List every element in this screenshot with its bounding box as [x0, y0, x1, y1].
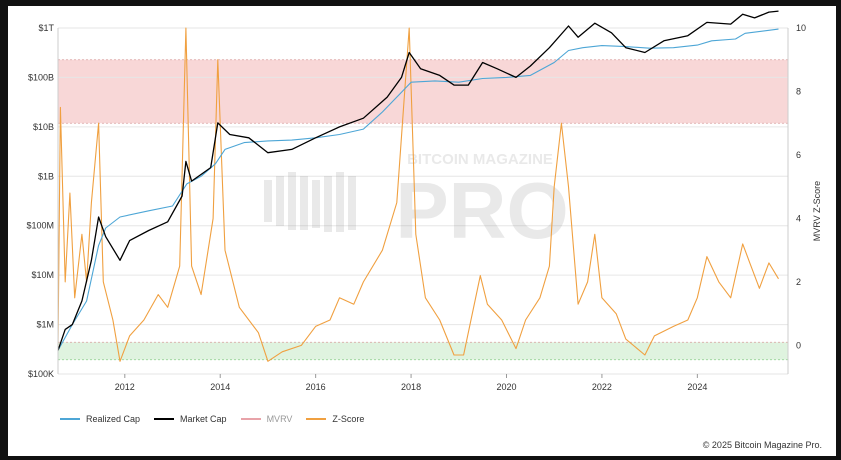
chart-legend: Realized Cap Market Cap MVRV Z-Score	[60, 414, 364, 424]
legend-swatch-market-cap	[154, 418, 175, 420]
x-axis-ticks: 2012 2014 2016 2018 2020 2022 2024	[115, 374, 707, 392]
grid-lines	[58, 27, 788, 375]
legend-item-z-score[interactable]: Z-Score	[306, 414, 364, 424]
mvrv-chart: BITCOIN MAGAZINE PRO $100K$1M$10M$100M$1…	[26, 10, 822, 392]
left-tick-label: $100B	[28, 72, 54, 82]
legend-item-realized-cap[interactable]: Realized Cap	[60, 414, 140, 424]
legend-label-realized-cap: Realized Cap	[86, 414, 141, 424]
left-tick-label: $1B	[38, 171, 54, 181]
legend-label-z-score: Z-Score	[332, 414, 365, 424]
series-lines	[57, 10, 779, 362]
x-tick-label: 2014	[210, 382, 230, 392]
x-tick-label: 2018	[401, 382, 421, 392]
right-tick-label: 10	[796, 23, 806, 33]
x-tick-label: 2024	[687, 382, 707, 392]
legend-swatch-z-score	[306, 418, 327, 420]
zone-band-0	[58, 59, 788, 124]
x-tick-label: 2016	[306, 382, 326, 392]
right-axis-label: MVRV Z-Score	[812, 181, 822, 241]
right-tick-label: 4	[796, 213, 801, 223]
left-axis-ticks: $100K $1M $10M $100M $1B $10B $100B $1T	[26, 23, 54, 379]
left-tick-label: $100M	[26, 221, 54, 231]
left-tick-label: $10B	[33, 122, 54, 132]
right-tick-label: 8	[796, 86, 801, 96]
watermark-logo: BITCOIN MAGAZINE PRO	[264, 151, 569, 255]
legend-label-mvrv: MVRV	[266, 414, 293, 424]
right-tick-label: 0	[796, 340, 801, 350]
left-tick-label: $1T	[38, 23, 54, 33]
legend-item-market-cap[interactable]: Market Cap	[154, 414, 227, 424]
right-tick-label: 2	[796, 277, 801, 287]
series-line-z-score	[57, 27, 779, 362]
zone-band-1	[58, 342, 788, 360]
series-line-market-cap	[57, 10, 779, 351]
left-tick-label: $1M	[36, 320, 54, 330]
watermark-text-bottom: PRO	[395, 166, 568, 255]
x-tick-label: 2012	[115, 382, 135, 392]
left-tick-label: $100K	[28, 369, 54, 379]
zone-bands	[58, 59, 788, 361]
x-tick-label: 2020	[496, 382, 516, 392]
series-line-realized-cap	[57, 28, 779, 351]
legend-item-mvrv[interactable]: MVRV	[240, 414, 293, 424]
watermark-bars-icon	[264, 172, 356, 232]
watermark-text-top: BITCOIN MAGAZINE	[407, 151, 553, 168]
x-tick-label: 2022	[592, 382, 612, 392]
legend-label-market-cap: Market Cap	[180, 414, 227, 424]
right-axis-ticks: 0 2 4 6 8 10	[796, 23, 806, 350]
chart-frame: BITCOIN MAGAZINE PRO $100K $1M $10M $100M $1…	[8, 6, 836, 456]
left-tick-label: $10M	[31, 270, 54, 280]
legend-swatch-mvrv	[240, 418, 261, 420]
copyright-text: © 2025 Bitcoin Magazine Pro.	[702, 440, 822, 450]
right-tick-label: 6	[796, 150, 801, 160]
legend-swatch-realized-cap	[60, 418, 80, 420]
